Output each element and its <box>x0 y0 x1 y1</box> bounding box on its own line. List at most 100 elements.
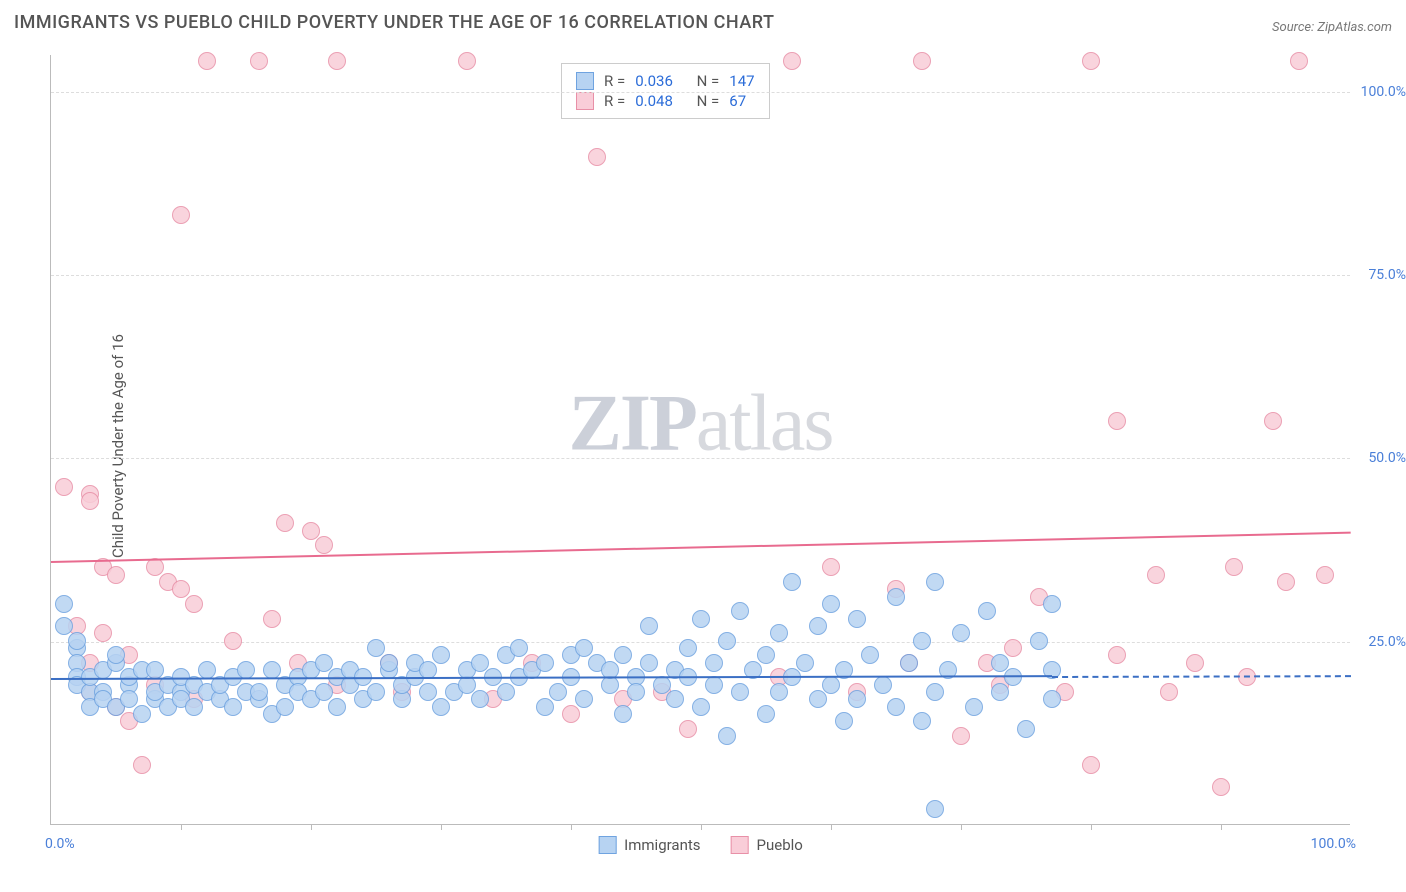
data-point <box>952 727 970 745</box>
data-point <box>848 690 866 708</box>
x-tick <box>441 824 442 830</box>
data-point <box>315 654 333 672</box>
data-point <box>1082 756 1100 774</box>
data-point <box>1043 595 1061 613</box>
data-point <box>146 661 164 679</box>
data-point <box>55 595 73 613</box>
data-point <box>276 698 294 716</box>
data-point <box>861 646 879 664</box>
data-point <box>302 522 320 540</box>
data-point <box>471 690 489 708</box>
x-tick <box>571 824 572 830</box>
data-point <box>614 646 632 664</box>
data-point <box>94 624 112 642</box>
data-point <box>731 683 749 701</box>
data-point <box>315 683 333 701</box>
n-value-immigrants: 147 <box>729 72 754 90</box>
data-point <box>757 646 775 664</box>
data-point <box>315 536 333 554</box>
data-point <box>991 683 1009 701</box>
gridline <box>51 458 1350 459</box>
data-point <box>458 52 476 70</box>
x-tick <box>701 824 702 830</box>
chart-plot-area: ZIPatlas R = 0.036 N = 147 R = 0.048 N =… <box>50 55 1350 825</box>
x-tick <box>311 824 312 830</box>
y-tick-label: 25.0% <box>1356 634 1406 650</box>
data-point <box>1212 778 1230 796</box>
data-point <box>874 676 892 694</box>
source-attribution: Source: ZipAtlas.com <box>1272 20 1392 35</box>
data-point <box>640 617 658 635</box>
legend-swatch-pueblo <box>731 836 749 854</box>
data-point <box>770 624 788 642</box>
data-point <box>107 566 125 584</box>
data-point <box>536 654 554 672</box>
data-point <box>471 654 489 672</box>
data-point <box>1316 566 1334 584</box>
data-point <box>913 712 931 730</box>
data-point <box>640 654 658 672</box>
data-point <box>926 683 944 701</box>
data-point <box>328 698 346 716</box>
watermark-light: atlas <box>696 380 833 468</box>
data-point <box>146 558 164 576</box>
data-point <box>913 632 931 650</box>
data-point <box>380 654 398 672</box>
data-point <box>575 690 593 708</box>
data-point <box>432 646 450 664</box>
data-point <box>718 632 736 650</box>
stats-row-immigrants: R = 0.036 N = 147 <box>576 72 755 90</box>
stats-row-pueblo: R = 0.048 N = 67 <box>576 92 755 110</box>
y-tick-label: 50.0% <box>1356 450 1406 466</box>
data-point <box>198 52 216 70</box>
watermark: ZIPatlas <box>569 379 833 470</box>
data-point <box>510 639 528 657</box>
data-point <box>822 676 840 694</box>
data-point <box>1264 412 1282 430</box>
n-label: N = <box>697 72 720 90</box>
data-point <box>172 206 190 224</box>
n-value-pueblo: 67 <box>729 92 746 110</box>
data-point <box>263 610 281 628</box>
data-point <box>536 698 554 716</box>
data-point <box>55 617 73 635</box>
legend-label-immigrants: Immigrants <box>624 836 700 854</box>
data-point <box>133 705 151 723</box>
data-point <box>887 698 905 716</box>
data-point <box>432 698 450 716</box>
data-point <box>1004 668 1022 686</box>
data-point <box>562 705 580 723</box>
data-point <box>809 690 827 708</box>
data-point <box>913 52 931 70</box>
data-point <box>367 639 385 657</box>
y-tick-label: 75.0% <box>1356 267 1406 283</box>
x-tick <box>831 824 832 830</box>
data-point <box>328 52 346 70</box>
data-point <box>224 632 242 650</box>
r-value-immigrants: 0.036 <box>635 72 673 90</box>
data-point <box>1147 566 1165 584</box>
gridline <box>51 92 1350 93</box>
chart-title: IMMIGRANTS VS PUEBLO CHILD POVERTY UNDER… <box>14 12 774 33</box>
data-point <box>1160 683 1178 701</box>
data-point <box>770 683 788 701</box>
n-label: N = <box>697 92 720 110</box>
data-point <box>419 683 437 701</box>
data-point <box>1108 412 1126 430</box>
data-point <box>81 492 99 510</box>
data-point <box>224 698 242 716</box>
x-tick <box>181 824 182 830</box>
trend-line <box>51 532 1351 563</box>
gridline <box>51 275 1350 276</box>
data-point <box>120 690 138 708</box>
data-point <box>705 654 723 672</box>
data-point <box>1082 52 1100 70</box>
data-point <box>627 683 645 701</box>
data-point <box>731 602 749 620</box>
data-point <box>250 52 268 70</box>
data-point <box>718 727 736 745</box>
gridline <box>51 642 1350 643</box>
data-point <box>822 595 840 613</box>
data-point <box>1004 639 1022 657</box>
data-point <box>1186 654 1204 672</box>
